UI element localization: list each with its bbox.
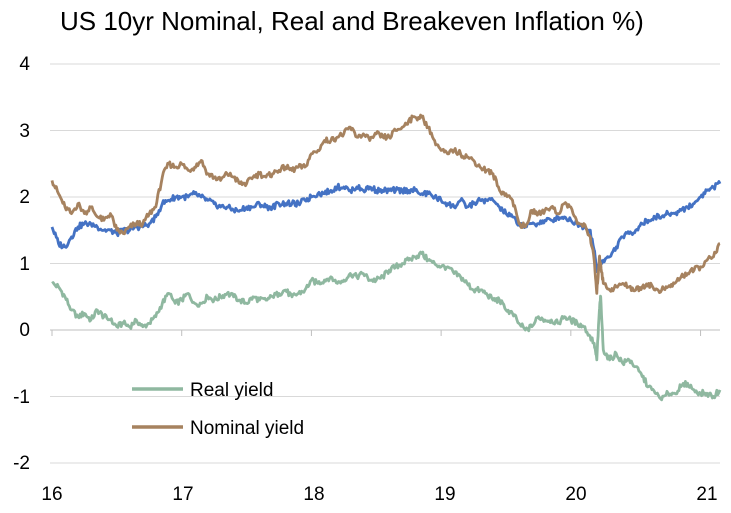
- y-tick-label: -2: [13, 453, 30, 474]
- x-tick-label: 20: [565, 484, 586, 505]
- series-breakeven-line: [50, 180, 722, 274]
- y-tick-label: -1: [13, 387, 30, 408]
- series-real-yield-line: [51, 250, 722, 402]
- gridlines: [50, 63, 720, 464]
- chart-title: US 10yr Nominal, Real and Breakeven Infl…: [60, 6, 644, 36]
- y-tick-label: 3: [19, 121, 30, 142]
- x-tick-label: 17: [172, 484, 193, 505]
- x-tick-label: 18: [303, 484, 324, 505]
- y-tick-label: 4: [19, 54, 30, 75]
- series-nominal-yield-line: [50, 113, 721, 295]
- x-tick-label: 16: [41, 484, 62, 505]
- legend-label-nominal-yield: Nominal yield: [190, 418, 304, 439]
- y-axis: 4 3 2 1 0 -1 -2: [13, 54, 30, 474]
- y-tick-label: 2: [19, 187, 30, 208]
- legend: Real yield Nominal yield: [132, 380, 304, 439]
- x-tick-label: 21: [696, 484, 717, 505]
- series-group: [50, 113, 722, 402]
- y-tick-label: 0: [19, 320, 30, 341]
- y-tick-label: 1: [19, 254, 30, 275]
- legend-label-real-yield: Real yield: [190, 380, 273, 401]
- x-axis: 16 17 18 19 20 21: [41, 484, 717, 505]
- x-tick-label: 19: [434, 484, 455, 505]
